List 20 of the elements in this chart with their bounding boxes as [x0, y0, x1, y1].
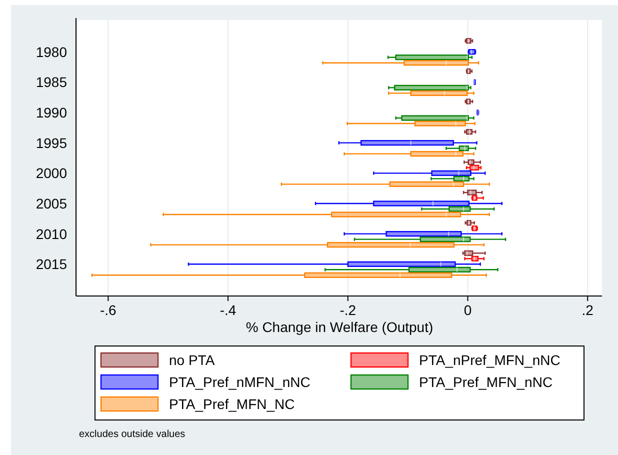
x-axis-title: % Change in Welfare (Output): [246, 319, 434, 335]
y-tick-label: 1990: [36, 104, 68, 121]
y-tick-label: 1995: [36, 134, 68, 151]
legend-label: PTA_Pref_MFN_NC: [169, 396, 295, 412]
x-tick-label: -.4: [220, 302, 236, 318]
y-tick-label: 2005: [36, 195, 68, 212]
y-tick-label: 2015: [36, 256, 68, 272]
y-tick-label: 1985: [36, 74, 68, 90]
legend-label: PTA_nPref_MFN_nNC: [419, 352, 560, 368]
legend-label: PTA_Pref_MFN_nNC: [419, 374, 553, 390]
text: excludes outside values: [79, 429, 186, 440]
y-tick-label: 1980: [36, 44, 68, 60]
x-tick-label: 0: [464, 302, 472, 318]
y-tick-label: 2000: [36, 165, 68, 182]
legend-label: PTA_Pref_nMFN_nNC: [169, 374, 310, 390]
y-tick-label: 2010: [36, 226, 68, 242]
legend-label: no PTA: [169, 352, 216, 368]
x-tick-label: -.2: [340, 302, 356, 318]
x-tick-label: -.6: [100, 302, 117, 318]
x-tick-label: .2: [582, 302, 594, 318]
